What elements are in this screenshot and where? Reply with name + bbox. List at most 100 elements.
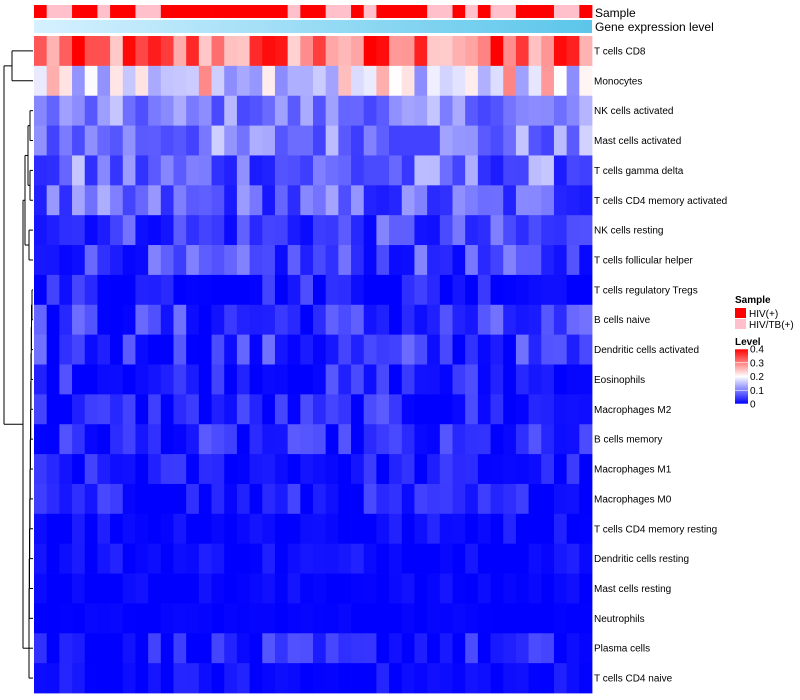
heatmap-cell xyxy=(313,364,327,395)
heatmap-cell xyxy=(566,633,580,664)
heatmap-cell xyxy=(173,364,187,395)
heatmap-cell xyxy=(186,483,200,515)
heatmap-cell xyxy=(439,95,453,126)
heatmap-cell xyxy=(465,573,479,604)
heatmap-cell xyxy=(84,274,98,306)
heatmap-cell xyxy=(465,65,479,97)
heatmap-cell xyxy=(414,394,428,425)
heatmap-cell xyxy=(452,274,466,306)
heatmap-cell xyxy=(477,364,491,395)
heatmap-cell xyxy=(313,125,327,156)
heatmap-cell xyxy=(287,573,301,604)
heatmap-cell xyxy=(389,483,403,515)
heatmap-cell xyxy=(211,95,225,126)
heatmap-cell xyxy=(84,454,98,485)
heatmap-cell xyxy=(579,334,593,365)
heatmap-cell xyxy=(465,215,479,246)
heatmap-cell xyxy=(135,633,149,664)
heatmap-cell xyxy=(262,603,276,634)
heatmap-cell xyxy=(439,245,453,276)
heatmap-cell xyxy=(439,65,453,97)
heatmap-cell xyxy=(34,185,48,216)
heatmap-cell xyxy=(236,454,250,485)
heatmap-cell xyxy=(579,454,593,485)
heatmap-cell xyxy=(148,245,162,276)
heatmap-cell xyxy=(84,215,98,246)
sample-annotation-cell xyxy=(59,5,73,18)
heatmap-cell xyxy=(541,424,555,455)
heatmap-cell xyxy=(465,155,479,186)
heatmap-cell xyxy=(249,334,263,365)
heatmap-cell xyxy=(566,573,580,604)
heatmap-cell xyxy=(376,633,390,664)
heatmap-cell xyxy=(528,454,542,485)
heatmap-cell xyxy=(427,603,441,634)
heatmap-cell xyxy=(503,274,517,306)
heatmap-cell xyxy=(236,36,250,67)
heatmap-cell xyxy=(528,215,542,246)
sample-annotation-cell xyxy=(465,5,479,18)
heatmap-cell xyxy=(553,185,568,216)
row-label: T cells CD8 xyxy=(594,46,646,57)
heatmap-cell xyxy=(414,364,428,395)
heatmap-cell xyxy=(173,334,187,365)
heatmap-cell xyxy=(401,245,415,276)
heatmap-cell xyxy=(439,36,453,67)
heatmap-cell xyxy=(198,245,212,276)
heatmap-cell xyxy=(84,334,98,365)
heatmap-cell xyxy=(503,543,517,574)
heatmap-cell xyxy=(452,36,466,67)
heatmap-cell xyxy=(363,454,377,485)
heatmap-cell xyxy=(541,663,555,694)
heatmap-cell xyxy=(198,95,212,126)
heatmap-cell xyxy=(465,633,479,664)
heatmap-cell xyxy=(236,603,250,634)
heatmap-cell xyxy=(363,573,377,604)
heatmap-cell xyxy=(59,454,73,485)
heatmap-cell xyxy=(325,513,339,545)
heatmap-cell xyxy=(528,603,542,634)
heatmap-cell xyxy=(414,483,428,515)
heatmap-cell xyxy=(274,334,289,365)
heatmap-cell xyxy=(452,155,466,186)
heatmap-cell xyxy=(553,633,568,664)
legend-swatch-hivtb xyxy=(735,319,746,329)
heatmap-cell xyxy=(401,454,415,485)
heatmap-cell xyxy=(173,125,187,156)
heatmap-cell xyxy=(503,155,517,186)
heatmap-cell xyxy=(579,543,593,574)
heatmap-cell xyxy=(274,125,289,156)
heatmap-cell xyxy=(503,513,517,545)
heatmap-cell xyxy=(262,663,276,694)
heatmap-cell xyxy=(465,543,479,574)
heatmap-cell xyxy=(300,36,314,67)
heatmap-cell xyxy=(59,513,73,545)
heatmap-cell xyxy=(528,633,542,664)
heatmap-cell xyxy=(376,185,390,216)
heatmap-cell xyxy=(72,155,86,186)
sample-annotation-cell xyxy=(274,5,289,18)
heatmap-cell xyxy=(211,543,225,574)
heatmap-cell xyxy=(528,155,542,186)
heatmap-cell xyxy=(59,274,73,306)
heatmap-cell xyxy=(160,334,174,365)
heatmap-cell xyxy=(211,215,225,246)
heatmap-cell xyxy=(503,663,517,694)
heatmap-cell xyxy=(528,573,542,604)
heatmap-cell xyxy=(198,274,212,306)
heatmap-cell xyxy=(148,424,162,455)
heatmap-cell xyxy=(262,245,276,276)
heatmap-cell xyxy=(452,633,466,664)
heatmap-cell xyxy=(211,274,225,306)
sample-annotation-cell xyxy=(97,5,111,18)
heatmap-cell xyxy=(135,334,149,365)
heatmap-cell xyxy=(211,483,225,515)
heatmap-cell xyxy=(490,65,504,97)
heatmap-cell xyxy=(135,36,149,67)
heatmap-cell xyxy=(338,185,352,216)
heatmap-cell xyxy=(46,483,60,515)
heatmap-cell xyxy=(110,274,124,306)
heatmap-cell xyxy=(300,663,314,694)
heatmap-cell xyxy=(224,36,238,67)
heatmap-cell xyxy=(84,424,98,455)
